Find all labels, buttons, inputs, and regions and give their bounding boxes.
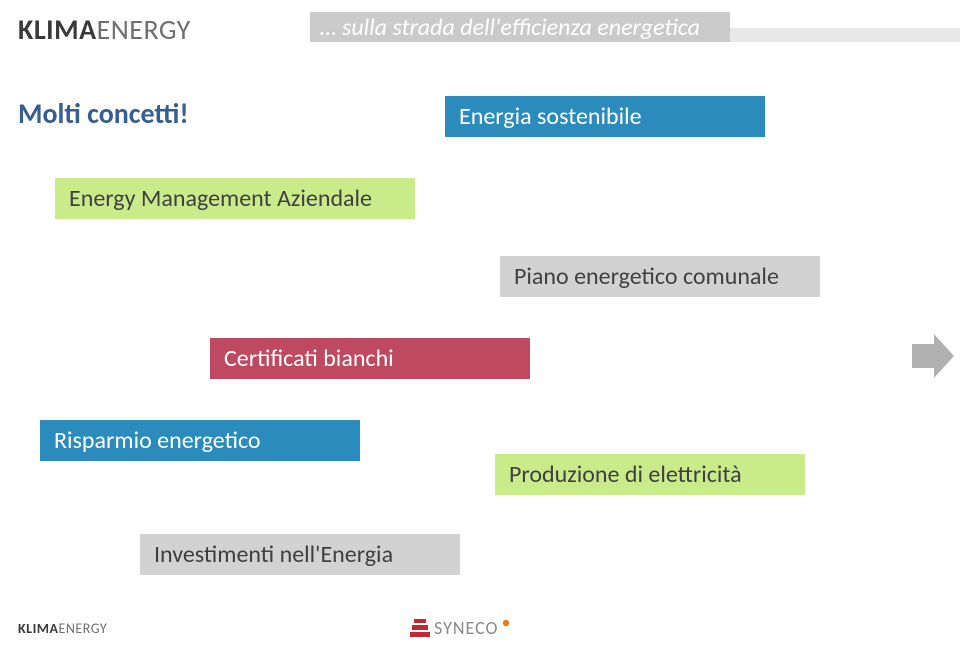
box-certificati-bianchi: Certificati bianchi: [210, 338, 530, 379]
box-label: Produzione di elettricità: [509, 460, 742, 489]
syneco-logo-icon: [410, 619, 430, 637]
box-energy-management: Energy Management Aziendale: [55, 178, 415, 219]
footer-logo: SYNECO: [410, 617, 512, 639]
footer-logo-text: SYNECO: [434, 617, 498, 639]
box-label: Energia sostenibile: [459, 102, 642, 131]
box-produzione-elettricita: Produzione di elettricità: [495, 454, 805, 495]
brand-klima: KLIMA: [18, 12, 97, 47]
header-subtitle: … sulla strada dell'efficienza energetic…: [320, 13, 700, 42]
box-risparmio-energetico: Risparmio energetico: [40, 420, 360, 461]
syneco-dot-icon: [502, 619, 512, 637]
box-label: Certificati bianchi: [224, 344, 394, 373]
page-title: Molti concetti!: [18, 96, 189, 131]
footer-brand-klima: KLIMA: [18, 620, 59, 637]
header-subtitle-bar: … sulla strada dell'efficienza energetic…: [310, 12, 730, 42]
box-energia-sostenibile: Energia sostenibile: [445, 96, 765, 137]
box-label: Energy Management Aziendale: [69, 184, 372, 213]
brand-energy: ENERGY: [97, 12, 191, 47]
box-label: Risparmio energetico: [54, 426, 261, 455]
brand: KLIMAENERGY: [18, 12, 191, 47]
footer-brand-energy: ENERGY: [59, 620, 108, 637]
box-label: Investimenti nell'Energia: [154, 540, 393, 569]
box-investimenti-energia: Investimenti nell'Energia: [140, 534, 460, 575]
box-piano-energetico: Piano energetico comunale: [500, 256, 820, 297]
footer-brand: KLIMAENERGY: [18, 620, 107, 637]
arrow-right-icon: [912, 334, 954, 378]
box-label: Piano energetico comunale: [514, 262, 779, 291]
